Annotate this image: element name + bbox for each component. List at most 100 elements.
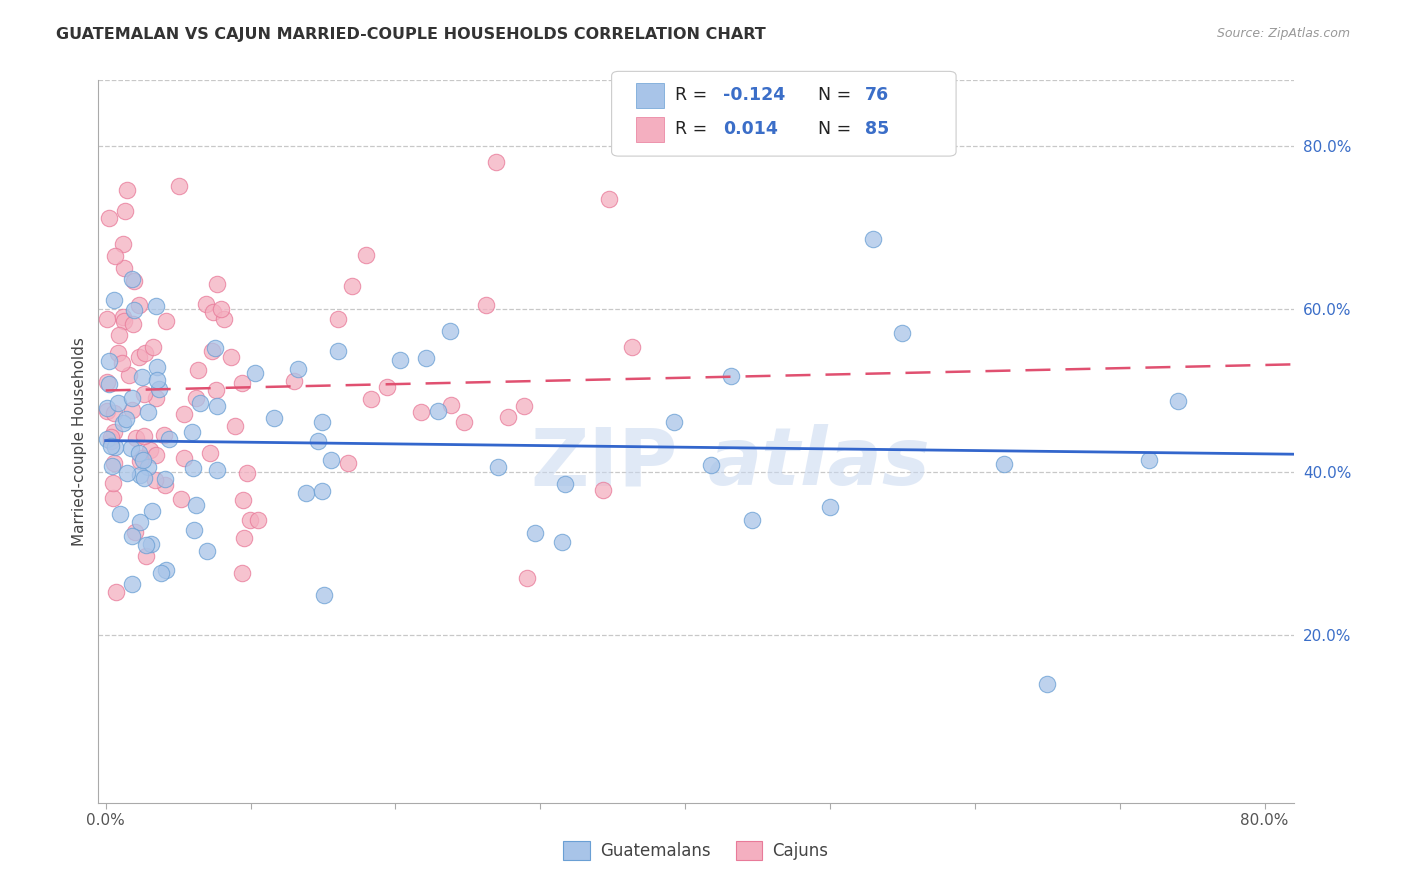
Point bbox=[209, 301, 232, 316]
Point bbox=[96, 404, 118, 418]
Point bbox=[187, 363, 209, 377]
Point bbox=[188, 396, 211, 410]
Point bbox=[103, 425, 125, 440]
Point bbox=[132, 471, 155, 485]
Point bbox=[993, 457, 1015, 471]
Point bbox=[131, 369, 153, 384]
Point bbox=[103, 457, 125, 471]
Point bbox=[453, 415, 475, 429]
Point bbox=[664, 415, 686, 429]
Point bbox=[231, 376, 253, 391]
Point bbox=[415, 351, 437, 366]
Point bbox=[388, 352, 411, 367]
Point bbox=[134, 429, 156, 443]
Point bbox=[128, 350, 150, 364]
Point bbox=[107, 395, 129, 409]
Point bbox=[146, 360, 169, 375]
Point bbox=[101, 491, 124, 505]
Point bbox=[205, 462, 228, 476]
Point bbox=[112, 314, 135, 328]
Point bbox=[100, 434, 122, 448]
Point bbox=[148, 383, 170, 397]
Point bbox=[440, 398, 463, 412]
Point bbox=[100, 439, 122, 453]
Point bbox=[111, 355, 134, 369]
Point bbox=[598, 192, 620, 206]
Point bbox=[128, 454, 150, 468]
Point bbox=[337, 456, 360, 470]
Point bbox=[111, 236, 134, 251]
Point bbox=[112, 310, 135, 324]
Point bbox=[283, 374, 305, 388]
Point bbox=[98, 376, 121, 391]
Point bbox=[136, 459, 159, 474]
Point bbox=[103, 406, 125, 420]
Point bbox=[311, 483, 333, 498]
Point bbox=[232, 531, 254, 545]
Point bbox=[314, 588, 336, 602]
Point bbox=[181, 461, 204, 475]
Point bbox=[741, 513, 763, 527]
Point bbox=[141, 504, 163, 518]
Point bbox=[139, 442, 162, 457]
Point bbox=[120, 441, 142, 455]
Point bbox=[426, 403, 449, 417]
Point bbox=[486, 460, 509, 475]
Point bbox=[96, 376, 118, 390]
Point bbox=[311, 415, 333, 429]
Point bbox=[145, 448, 167, 462]
Point bbox=[143, 473, 166, 487]
Point bbox=[201, 305, 224, 319]
Point bbox=[231, 566, 253, 580]
Point bbox=[136, 405, 159, 419]
Point bbox=[474, 298, 496, 312]
Point bbox=[340, 279, 363, 293]
Point bbox=[139, 537, 162, 551]
Point bbox=[115, 183, 138, 197]
Point bbox=[104, 249, 127, 263]
Point bbox=[155, 563, 177, 577]
Text: GUATEMALAN VS CAJUN MARRIED-COUPLE HOUSEHOLDS CORRELATION CHART: GUATEMALAN VS CAJUN MARRIED-COUPLE HOUSE… bbox=[56, 27, 766, 42]
Point bbox=[186, 392, 208, 406]
Point bbox=[247, 513, 270, 527]
Point bbox=[198, 446, 221, 460]
Point bbox=[700, 458, 723, 473]
Point bbox=[146, 373, 169, 387]
Point bbox=[181, 425, 204, 439]
Text: R =: R = bbox=[675, 120, 713, 138]
Point bbox=[134, 549, 156, 563]
Point bbox=[200, 343, 222, 358]
Point bbox=[96, 312, 118, 326]
Point bbox=[104, 440, 127, 454]
Point bbox=[321, 453, 343, 467]
Point bbox=[100, 430, 122, 444]
Y-axis label: Married-couple Households: Married-couple Households bbox=[72, 337, 87, 546]
Point bbox=[485, 155, 508, 169]
Point bbox=[131, 450, 153, 465]
Point bbox=[862, 232, 884, 246]
Point bbox=[114, 203, 136, 218]
Point bbox=[720, 368, 742, 383]
Point bbox=[149, 566, 172, 580]
Point bbox=[204, 341, 226, 355]
Point bbox=[170, 492, 193, 507]
Point bbox=[152, 427, 174, 442]
Legend: Guatemalans, Cajuns: Guatemalans, Cajuns bbox=[557, 834, 835, 867]
Point bbox=[328, 312, 350, 326]
Text: R =: R = bbox=[675, 87, 713, 104]
Point bbox=[145, 299, 167, 313]
Point bbox=[98, 354, 121, 368]
Point bbox=[118, 368, 141, 383]
Point bbox=[96, 432, 118, 446]
Point bbox=[112, 261, 135, 276]
Point bbox=[1167, 394, 1189, 409]
Point bbox=[121, 529, 143, 543]
Point bbox=[153, 477, 176, 491]
Point bbox=[121, 391, 143, 405]
Point bbox=[212, 311, 235, 326]
Point bbox=[121, 576, 143, 591]
Point bbox=[183, 523, 205, 537]
Point bbox=[115, 466, 138, 480]
Point bbox=[439, 324, 461, 338]
Point bbox=[195, 544, 218, 558]
